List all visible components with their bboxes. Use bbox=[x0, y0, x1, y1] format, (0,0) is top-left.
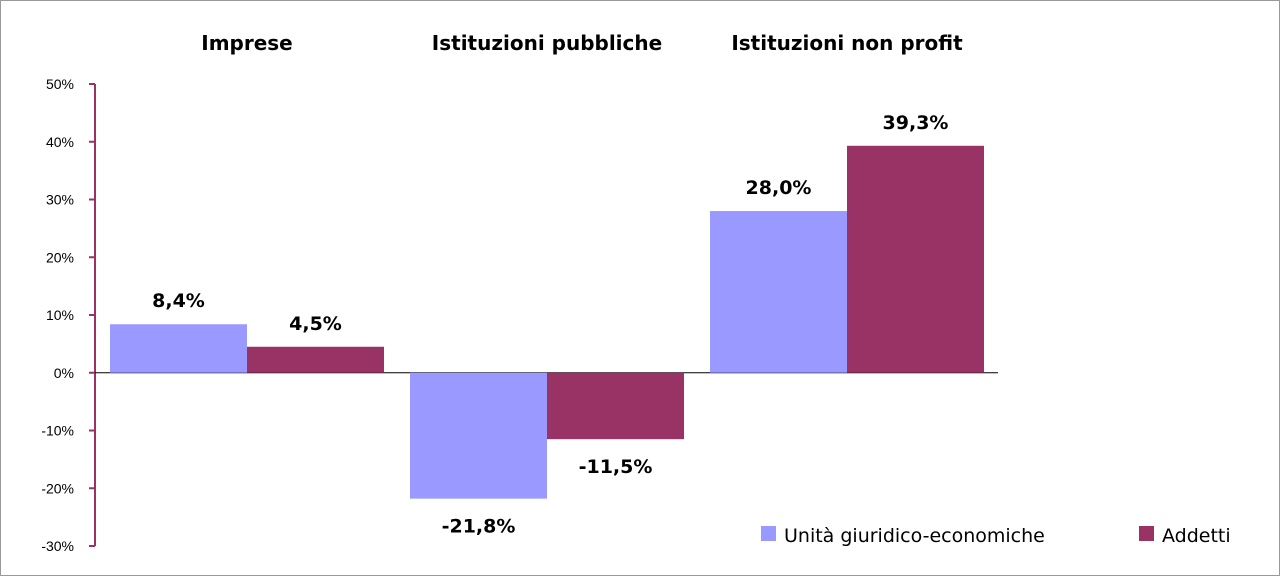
category-title: Imprese bbox=[201, 31, 293, 55]
y-tick-label: -10% bbox=[41, 423, 74, 439]
y-tick-label: -20% bbox=[41, 480, 74, 496]
data-label: 4,5% bbox=[289, 313, 342, 335]
y-tick-label: 0% bbox=[54, 365, 74, 381]
legend: Unità giuridico-economiche Addetti bbox=[761, 525, 1231, 547]
y-tick-label: 30% bbox=[46, 192, 74, 208]
bar bbox=[410, 372, 547, 499]
y-tick-label: 20% bbox=[46, 249, 74, 265]
y-tick-label: -30% bbox=[41, 538, 74, 554]
legend-swatch bbox=[1139, 526, 1154, 541]
bar bbox=[110, 324, 247, 373]
data-label: -21,8% bbox=[442, 516, 516, 538]
legend-swatch bbox=[761, 526, 776, 541]
bar bbox=[847, 145, 984, 373]
data-label: 28,0% bbox=[746, 177, 812, 199]
bar bbox=[547, 372, 684, 440]
category-titles: Imprese Istituzioni pubbliche Istituzioni … bbox=[201, 31, 963, 55]
bars bbox=[110, 145, 984, 499]
category-title: Istituzioni non profit bbox=[731, 31, 963, 55]
bar bbox=[710, 211, 847, 373]
data-label: 39,3% bbox=[883, 112, 949, 134]
data-labels: 8,4% 4,5% -21,8% -11,5% 28,0% 39,3% bbox=[152, 112, 948, 538]
data-label: -11,5% bbox=[579, 456, 653, 478]
legend-label: Addetti bbox=[1162, 525, 1231, 547]
y-tick-label: 50% bbox=[46, 76, 74, 92]
legend-label: Unità giuridico-economiche bbox=[784, 525, 1045, 547]
data-label: 8,4% bbox=[152, 290, 205, 312]
category-title: Istituzioni pubbliche bbox=[432, 31, 662, 55]
bar bbox=[247, 346, 384, 373]
y-tick-label: 10% bbox=[46, 307, 74, 323]
y-tick-label: 40% bbox=[46, 134, 74, 150]
